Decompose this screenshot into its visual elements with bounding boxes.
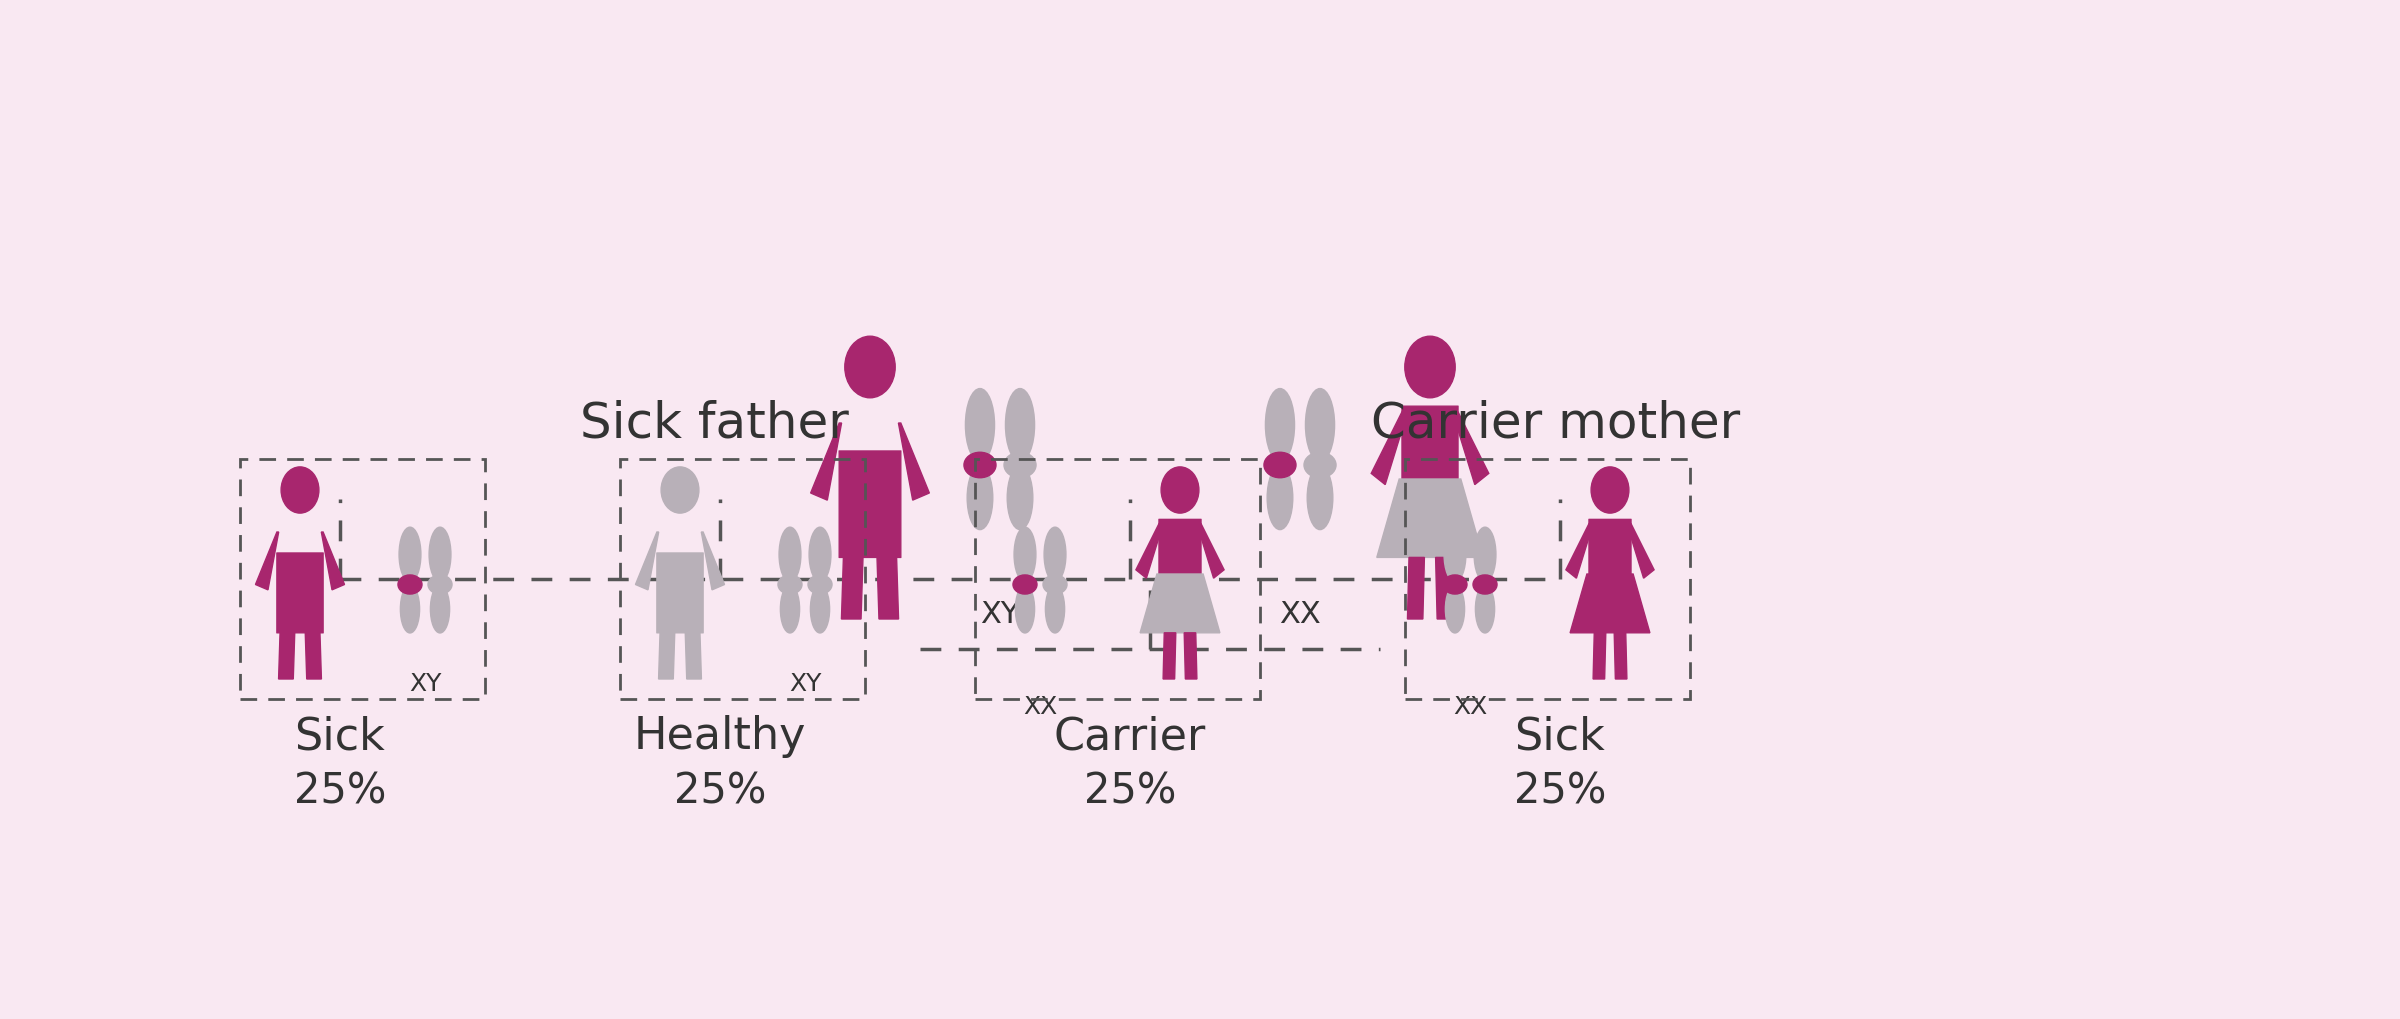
FancyBboxPatch shape xyxy=(840,451,900,557)
Polygon shape xyxy=(876,557,898,620)
Text: Carrier: Carrier xyxy=(1054,714,1207,757)
Ellipse shape xyxy=(1044,528,1066,582)
Ellipse shape xyxy=(660,468,698,514)
Polygon shape xyxy=(636,533,658,590)
Polygon shape xyxy=(701,533,725,590)
Polygon shape xyxy=(1140,575,1219,633)
Text: XY: XY xyxy=(408,671,442,695)
Ellipse shape xyxy=(1008,467,1032,530)
Ellipse shape xyxy=(1013,576,1037,594)
Ellipse shape xyxy=(1442,576,1466,594)
Ellipse shape xyxy=(427,576,451,594)
FancyBboxPatch shape xyxy=(276,553,324,633)
Ellipse shape xyxy=(398,576,422,594)
Ellipse shape xyxy=(1308,467,1332,530)
Ellipse shape xyxy=(809,528,830,582)
Polygon shape xyxy=(1378,480,1483,557)
Polygon shape xyxy=(322,533,346,590)
Ellipse shape xyxy=(1265,389,1294,462)
Ellipse shape xyxy=(965,389,994,462)
Ellipse shape xyxy=(430,586,449,634)
Ellipse shape xyxy=(1044,576,1068,594)
Text: 25%: 25% xyxy=(1514,769,1606,811)
Text: XY: XY xyxy=(790,671,821,695)
Text: XY: XY xyxy=(979,599,1020,629)
Polygon shape xyxy=(1594,633,1606,680)
Polygon shape xyxy=(305,633,322,680)
Text: 25%: 25% xyxy=(1085,769,1176,811)
Polygon shape xyxy=(1164,633,1176,680)
Ellipse shape xyxy=(430,528,451,582)
Ellipse shape xyxy=(1162,468,1200,514)
Polygon shape xyxy=(1627,524,1654,579)
Text: 25%: 25% xyxy=(293,769,386,811)
Polygon shape xyxy=(686,633,701,680)
Ellipse shape xyxy=(1006,389,1034,462)
Polygon shape xyxy=(811,424,842,500)
Ellipse shape xyxy=(1306,389,1334,462)
Ellipse shape xyxy=(809,576,833,594)
Polygon shape xyxy=(1435,557,1452,620)
Text: XX: XX xyxy=(1279,599,1320,629)
Ellipse shape xyxy=(1015,586,1034,634)
Polygon shape xyxy=(1570,575,1649,633)
Ellipse shape xyxy=(965,452,996,478)
Text: Sick: Sick xyxy=(1514,714,1606,757)
Ellipse shape xyxy=(1015,528,1037,582)
Ellipse shape xyxy=(780,586,799,634)
Ellipse shape xyxy=(1474,576,1498,594)
Ellipse shape xyxy=(1265,452,1296,478)
Ellipse shape xyxy=(1476,586,1495,634)
Ellipse shape xyxy=(845,337,895,398)
Text: Sick father: Sick father xyxy=(581,399,850,447)
Ellipse shape xyxy=(281,468,319,514)
Ellipse shape xyxy=(401,586,420,634)
Ellipse shape xyxy=(1303,452,1337,478)
Polygon shape xyxy=(842,557,864,620)
Text: XX: XX xyxy=(1452,694,1488,718)
Text: XX: XX xyxy=(1022,694,1056,718)
Polygon shape xyxy=(1452,413,1488,485)
Polygon shape xyxy=(1370,413,1406,485)
Ellipse shape xyxy=(1003,452,1037,478)
FancyBboxPatch shape xyxy=(1159,520,1200,575)
Ellipse shape xyxy=(811,586,830,634)
Polygon shape xyxy=(254,533,278,590)
Polygon shape xyxy=(898,424,929,500)
Ellipse shape xyxy=(780,528,802,582)
Polygon shape xyxy=(1198,524,1224,579)
Ellipse shape xyxy=(967,467,994,530)
Polygon shape xyxy=(1406,557,1426,620)
Polygon shape xyxy=(278,633,295,680)
Text: Carrier mother: Carrier mother xyxy=(1370,399,1740,447)
Polygon shape xyxy=(1135,524,1164,579)
FancyBboxPatch shape xyxy=(1402,407,1459,480)
Polygon shape xyxy=(1183,633,1198,680)
Text: Sick: Sick xyxy=(295,714,386,757)
Ellipse shape xyxy=(778,576,802,594)
FancyBboxPatch shape xyxy=(658,553,703,633)
FancyBboxPatch shape xyxy=(1589,520,1632,575)
Ellipse shape xyxy=(1046,586,1066,634)
Text: Healthy: Healthy xyxy=(634,714,806,757)
Ellipse shape xyxy=(398,528,420,582)
Ellipse shape xyxy=(1404,337,1454,398)
Polygon shape xyxy=(658,633,674,680)
Ellipse shape xyxy=(1474,528,1495,582)
Ellipse shape xyxy=(1591,468,1630,514)
Polygon shape xyxy=(1615,633,1627,680)
Ellipse shape xyxy=(1445,586,1464,634)
Ellipse shape xyxy=(1267,467,1294,530)
Text: 25%: 25% xyxy=(674,769,766,811)
Polygon shape xyxy=(1565,524,1594,579)
Ellipse shape xyxy=(1445,528,1466,582)
